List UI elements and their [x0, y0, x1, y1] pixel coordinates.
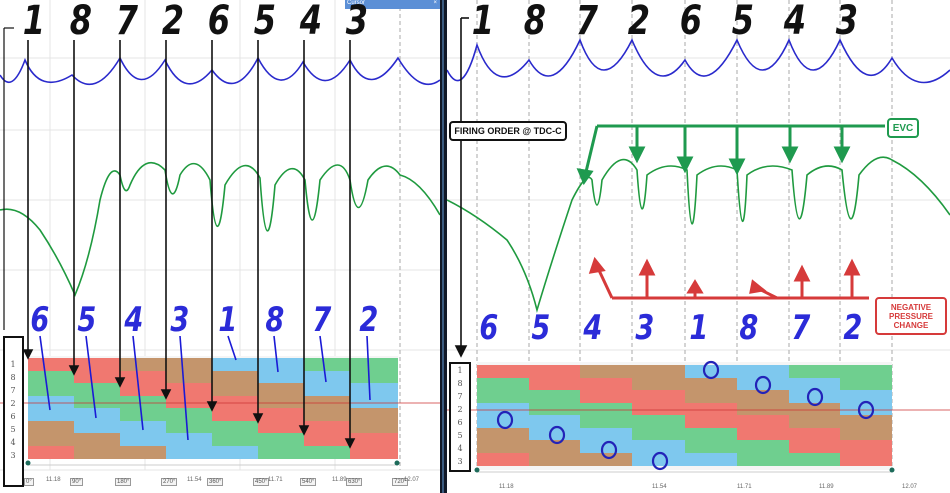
panel-divider: [440, 0, 447, 493]
time-label: 12.07: [902, 484, 918, 490]
firing-order-num: 6: [679, 0, 703, 44]
cylinder-num: 5: [531, 308, 551, 348]
angle-tick: 450°: [253, 478, 270, 486]
window-tab-title: Cursor: [347, 0, 366, 6]
row-label: 7: [10, 386, 16, 395]
time-label: 11.89: [819, 484, 834, 490]
row-label: 2: [457, 405, 463, 414]
cylinder-num: 3: [635, 308, 655, 348]
time-label: 11.18: [46, 477, 61, 483]
time-label: 12.07: [404, 477, 420, 483]
cylinder-num: 8: [739, 308, 759, 348]
close-icon[interactable]: ×: [433, 0, 437, 6]
cylinder-num: 7: [791, 308, 811, 348]
cylinder-num: 1: [218, 300, 238, 340]
row-label: 2: [10, 399, 16, 408]
cylinder-num: 5: [77, 300, 97, 340]
firing-order-num: 7: [575, 0, 599, 44]
time-label: 11.89: [332, 477, 347, 483]
firing-order-num: 3: [345, 0, 369, 44]
cylinder-num: 2: [843, 308, 863, 348]
row-label: 5: [457, 431, 463, 440]
right-panel: 1 8 7 2 6 5 4 3 6 5 4 3 1 8 7 2 FIRING O…: [447, 0, 950, 493]
cylinder-num: 8: [265, 300, 285, 340]
angle-tick: 270°: [161, 478, 178, 486]
row-label-box: [449, 362, 471, 472]
cylinder-num: 3: [170, 300, 190, 340]
firing-order-num: 7: [115, 0, 139, 44]
left-panel: Cursor × 1 8 7 2 6 5 4 3 6 5 4 3 1 8 7 2 …: [0, 0, 440, 493]
angle-tick: 180°: [115, 478, 132, 486]
cursor-window-tab[interactable]: Cursor ×: [345, 0, 440, 9]
firing-order-num: 1: [471, 0, 495, 44]
cylinder-num: 4: [124, 300, 144, 340]
row-label: 4: [457, 444, 463, 453]
row-label: 1: [457, 366, 463, 375]
cylinder-num: 6: [479, 308, 499, 348]
firing-order-num: 3: [835, 0, 859, 44]
cylinder-num: 7: [312, 300, 332, 340]
row-label: 8: [457, 379, 463, 388]
time-label: 11.54: [652, 484, 667, 490]
angle-tick: 540°: [300, 478, 317, 486]
cylinder-num: 2: [359, 300, 379, 340]
firing-order-num: 4: [783, 0, 807, 44]
row-label: 6: [457, 418, 463, 427]
cylinder-num: 1: [689, 308, 709, 348]
firing-order-num: 5: [253, 0, 277, 44]
firing-order-num: 6: [207, 0, 231, 44]
angle-tick: 630°: [346, 478, 363, 486]
right-plot-canvas: [447, 0, 950, 473]
evc-label: EVC: [887, 118, 919, 138]
firing-order-num: 1: [22, 0, 46, 44]
row-label: 8: [10, 373, 16, 382]
row-label: 6: [10, 412, 16, 421]
row-label: 7: [457, 392, 463, 401]
time-label: 11.71: [268, 477, 283, 483]
row-label: 3: [457, 457, 463, 466]
firing-order-num: 2: [627, 0, 651, 44]
time-label: 11.18: [499, 484, 514, 490]
row-label: 1: [10, 360, 16, 369]
angle-tick: 90°: [70, 478, 84, 486]
angle-tick: 0°: [24, 478, 34, 486]
firing-order-num: 4: [299, 0, 323, 44]
cylinder-num: 6: [30, 300, 50, 340]
row-label: 4: [10, 438, 16, 447]
angle-tick: 360°: [207, 478, 224, 486]
cylinder-num: 4: [583, 308, 603, 348]
firing-order-label: FIRING ORDER @ TDC-C: [449, 121, 567, 141]
firing-order-num: 8: [523, 0, 547, 44]
time-label: 11.71: [737, 484, 752, 490]
firing-order-num: 2: [161, 0, 185, 44]
time-label: 11.54: [187, 477, 202, 483]
angle-tick: 720°: [392, 478, 409, 486]
row-label: 5: [10, 425, 16, 434]
row-label: 3: [10, 451, 16, 460]
left-plot-canvas: [0, 0, 440, 471]
row-label-box: [3, 336, 24, 487]
negative-pressure-label: NEGATIVE PRESSURE CHANGE: [875, 297, 947, 335]
firing-order-num: 5: [731, 0, 755, 44]
firing-order-num: 8: [69, 0, 93, 44]
